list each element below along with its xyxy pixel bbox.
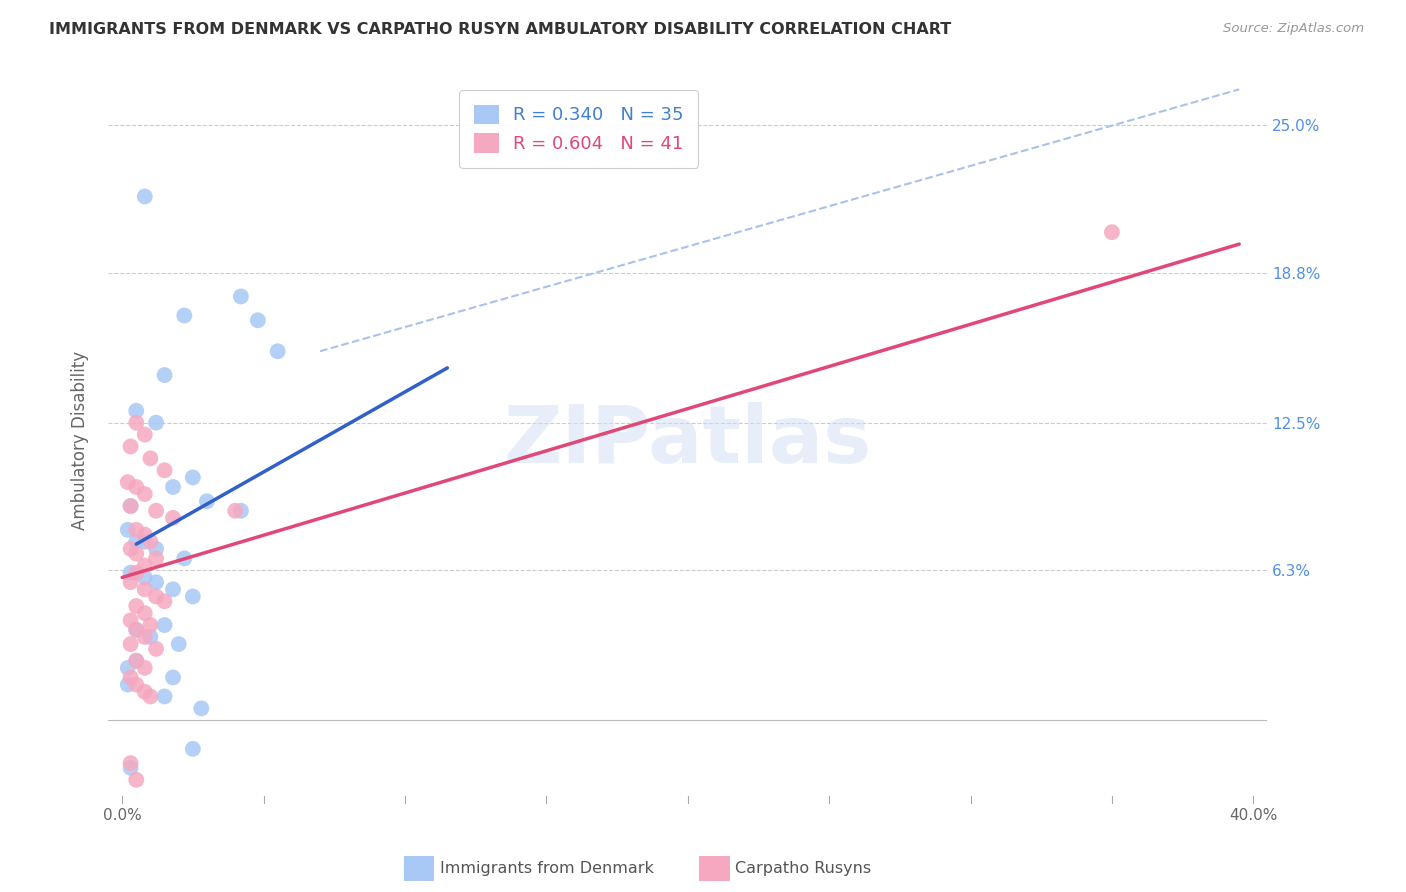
Point [134,427,156,442]
Text: IMMIGRANTS FROM DENMARK VS CARPATHO RUSYN AMBULATORY DISABILITY CORRELATION CHAR: IMMIGRANTS FROM DENMARK VS CARPATHO RUSY… [49,22,952,37]
Point [134,684,156,698]
Point [134,570,156,584]
Point [134,534,156,549]
Point [125,534,148,549]
Point [162,480,184,494]
Point [145,416,167,430]
Point [145,575,167,590]
Text: Carpatho Rusyns: Carpatho Rusyns [735,862,872,876]
Point [117,661,139,675]
Point [139,534,162,549]
Point [153,368,176,382]
Point [125,772,148,787]
Point [153,690,176,704]
Point [134,487,156,501]
Text: ZIPatlas: ZIPatlas [503,401,872,480]
Point [162,582,184,597]
Point [229,289,252,303]
Point [120,761,142,775]
Point [1101,225,1123,239]
Point [134,630,156,644]
Point [139,451,162,466]
Point [153,594,176,608]
Point [145,551,167,566]
Point [125,623,148,637]
Point [120,613,142,627]
Point [162,670,184,684]
Point [120,499,142,513]
Point [120,575,142,590]
Point [117,677,139,691]
Point [145,641,167,656]
Point [125,523,148,537]
Point [181,470,204,484]
Point [125,404,148,418]
Point [181,742,204,756]
Point [125,677,148,691]
Point [195,494,218,508]
Point [125,623,148,637]
Point [120,670,142,684]
Point [125,416,148,430]
Point [145,541,167,556]
Point [139,630,162,644]
Point [153,618,176,632]
Point [145,504,167,518]
Point [125,599,148,613]
Point [134,606,156,620]
Point [246,313,269,327]
Point [120,756,142,771]
Point [173,309,195,323]
Point [120,499,142,513]
Point [125,480,148,494]
Point [120,541,142,556]
Point [134,558,156,573]
Point [139,618,162,632]
Text: Immigrants from Denmark: Immigrants from Denmark [440,862,654,876]
Point [162,511,184,525]
Point [224,504,246,518]
Text: Source: ZipAtlas.com: Source: ZipAtlas.com [1223,22,1364,36]
Point [139,690,162,704]
Point [145,590,167,604]
Point [134,527,156,541]
Point [134,582,156,597]
Point [153,463,176,477]
Point [125,654,148,668]
Point [120,566,142,580]
Point [117,475,139,490]
Point [266,344,288,359]
Point [173,551,195,566]
Point [134,661,156,675]
Point [120,637,142,651]
Point [125,566,148,580]
Legend: R = 0.340   N = 35, R = 0.604   N = 41: R = 0.340 N = 35, R = 0.604 N = 41 [460,90,699,168]
Point [167,637,190,651]
Point [229,504,252,518]
Point [120,440,142,454]
Point [117,523,139,537]
Point [181,590,204,604]
Point [134,189,156,203]
Y-axis label: Ambulatory Disability: Ambulatory Disability [72,351,89,530]
Point [125,654,148,668]
Point [190,701,212,715]
Point [125,547,148,561]
